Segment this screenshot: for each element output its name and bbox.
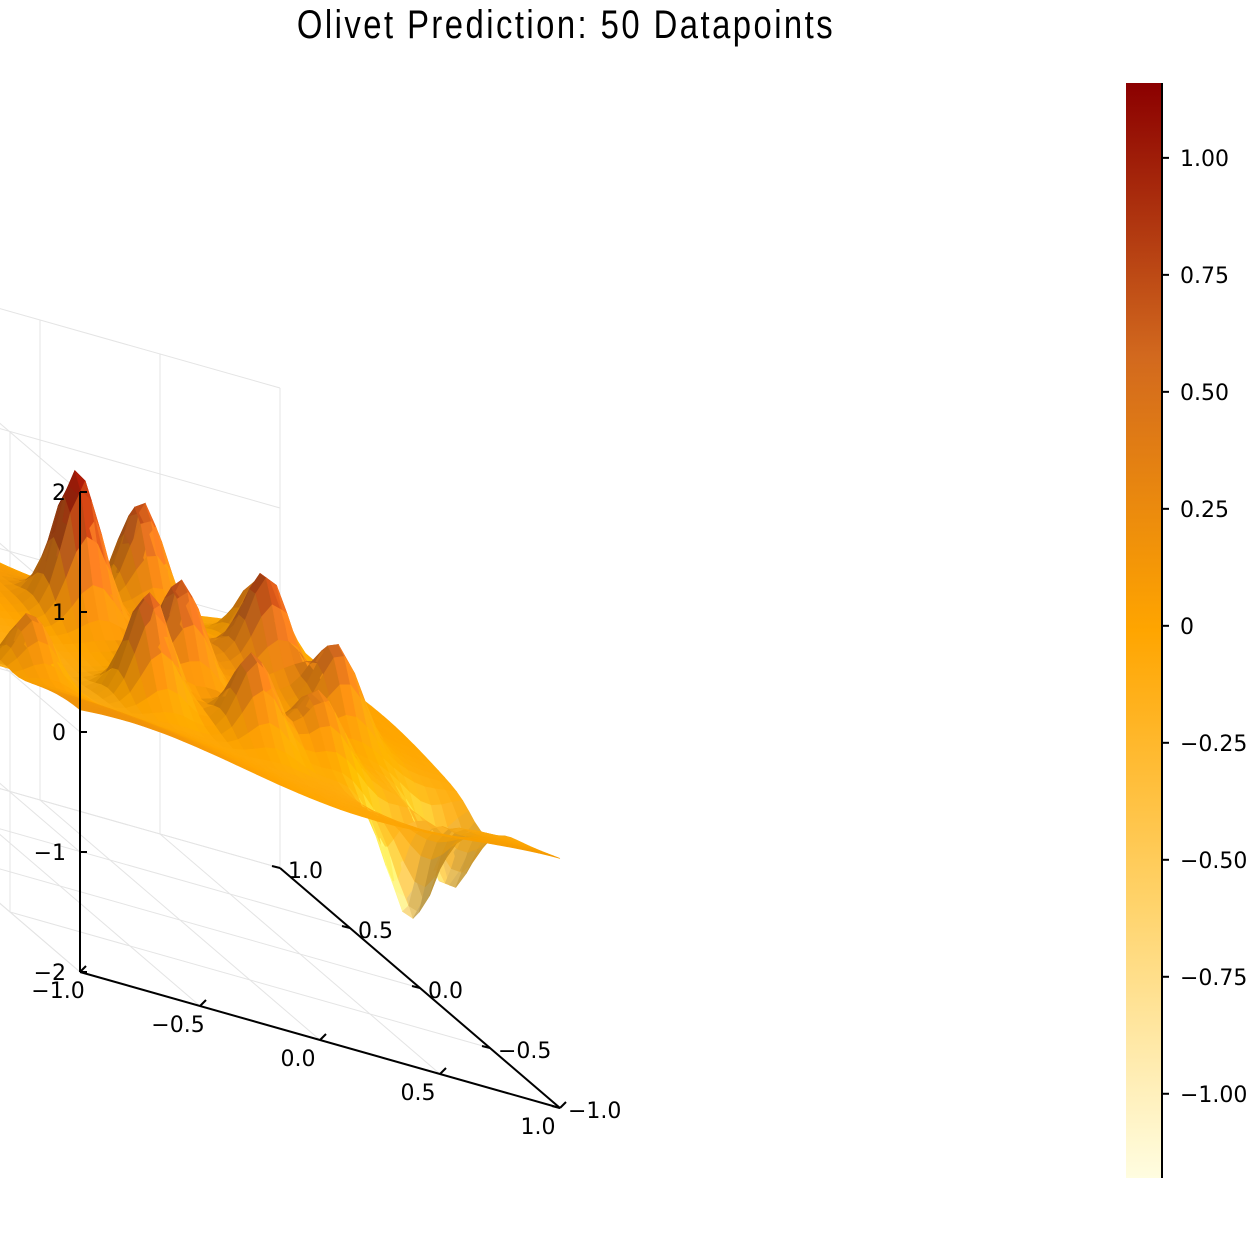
z-tick-label: 1 [52,601,66,626]
axis-tick [439,1067,447,1075]
x-tick-label: 1.0 [521,1115,556,1140]
axis-tick [199,999,207,1007]
grid-line [0,788,281,869]
chart-title: Olivet Prediction: 50 Datapoints [296,3,836,47]
y-tick-label: −1.0 [568,1099,621,1124]
y-tick-label: −0.5 [498,1039,551,1064]
colorbar-tick-label: −0.50 [1180,849,1247,874]
x-tick-label: −0.5 [151,1013,204,1038]
x-tick-label: 0.5 [401,1081,436,1106]
axis-tick [559,1101,567,1109]
z-tick-label: −1 [34,841,66,866]
axis-tick [271,865,281,869]
axis-tick [551,1105,561,1109]
colorbar-tick-label: 1.00 [1180,147,1229,172]
y-tick-label: 1.0 [288,859,323,884]
axis-tick [341,925,351,929]
x-tick-label: −1.0 [31,979,84,1004]
grid-line [0,828,351,929]
axis-layer: −1.0 −0.5 0.0 0.5 1.0 −1.0 −0.5 0.0 0.5 1.0 −2 −1 0 1… [31,481,621,1140]
surface-patch [543,853,561,859]
colorbar-tick-label: −0.25 [1180,732,1247,757]
grid-line [0,833,201,1007]
grid-line [0,422,81,493]
surface-layer [0,469,561,920]
colorbar-gradient [1126,83,1162,1178]
colorbar: 1.00 0.75 0.50 0.25 0 −0.25 −0.50 −0.75 −1.00 [1126,83,1247,1178]
grid-line [0,782,81,853]
grid-line [0,868,421,989]
colorbar-tick-label: 0.25 [1180,498,1229,523]
grid-line [0,662,81,733]
x-tick-label: 0.0 [281,1047,316,1072]
axis-tick [411,985,421,989]
colorbar-tick-label: 0.50 [1180,381,1229,406]
grid-line [9,911,491,1049]
z-tick-label: −2 [34,961,66,986]
z-tick-label: 2 [52,481,66,506]
colorbar-tick-label: 0.75 [1180,264,1229,289]
axis-tick [319,1033,327,1041]
colorbar-tick-label: −1.00 [1180,1083,1247,1108]
y-tick-label: 0.5 [358,919,393,944]
z-tick-label: 0 [52,721,66,746]
grid-line [0,428,281,509]
axis-tick [481,1045,491,1049]
grid-line [0,902,81,973]
colorbar-tick-label: −0.75 [1180,966,1247,991]
y-tick-label: 0.0 [428,979,463,1004]
colorbar-tick-label: 0 [1180,615,1194,640]
grid-line [0,308,281,389]
